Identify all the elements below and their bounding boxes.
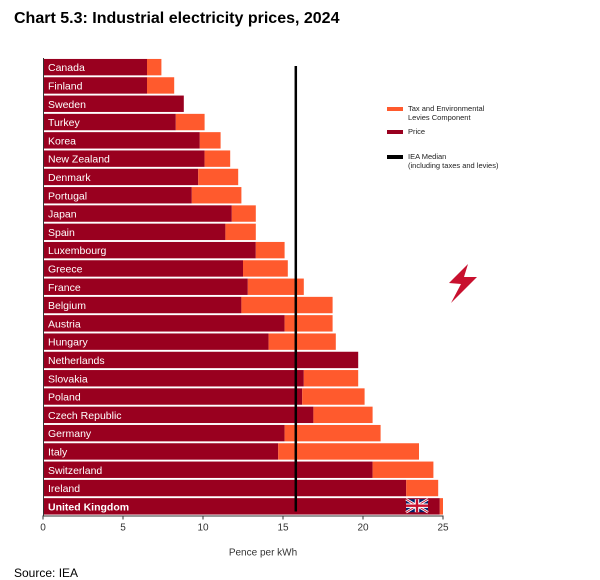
bar-tax-france [247,278,304,295]
uk-flag-icon [405,498,429,514]
category-label: Japan [48,209,77,221]
bar-tax-austria [284,315,333,332]
bar-price-ireland [43,479,407,497]
bar-tax-canada [147,58,162,76]
chart-title: Chart 5.3: Industrial electricity prices… [14,10,340,27]
bar-tax-czech-republic [313,406,373,424]
category-label: Austria [48,318,81,330]
bar-tax-finland [147,77,175,94]
bar-price-portugal [43,187,192,204]
x-tick-label: 20 [357,523,369,534]
category-label: Korea [48,135,76,147]
bar-tax-turkey [175,113,205,131]
bar-price-spain [43,223,226,241]
lightning-bolt-icon [449,264,477,303]
x-tick-label: 25 [437,523,449,534]
bar-price-belgium [43,296,242,314]
bar-price-luxembourg [43,241,256,259]
bar-price-netherlands [43,351,359,369]
category-label: Netherlands [48,355,105,367]
bar-tax-ireland [406,479,439,497]
bar-price-italy [43,443,279,460]
category-labels: Canada Finland Sweden Turkey Korea New Zealan… [48,62,129,513]
legend-label-price: Price [408,127,425,136]
category-label: Slovakia [48,373,88,385]
category-label: Portugal [48,190,87,202]
category-label: France [48,282,81,294]
bar-price-finland [43,77,147,94]
x-tick-label: 5 [120,523,126,534]
legend-swatch-median [387,155,403,159]
bar-tax-belgium [241,296,333,314]
x-axis-label: Pence per kWh [229,548,297,559]
bar-price-austria [43,315,285,332]
x-tick-label: 0 [40,523,46,534]
legend-label-tax: Tax and Environmental [408,104,485,113]
bar-tax-greece [243,260,288,277]
bar-price-hungary [43,333,269,350]
category-label: Sweden [48,99,86,111]
x-axis: 0 5 10 15 20 25 Pence per kWh [40,58,449,559]
bar-price-poland [43,388,303,405]
bar-tax-hungary [268,333,336,350]
category-label: Belgium [48,300,86,312]
category-label: Italy [48,446,68,458]
bar-tax-luxembourg [255,241,285,259]
bar-tax-portugal [191,187,242,204]
category-label: Poland [48,392,81,404]
bar-price-united-kingdom [43,498,440,515]
category-label: Ireland [48,483,80,495]
legend-label-tax: Levies Component [408,113,471,122]
x-tick-label: 15 [277,523,289,534]
bar-price-turkey [43,113,176,131]
bar-price-korea [43,132,200,149]
bar-price-switzerland [43,461,373,478]
bar-tax-germany [284,424,381,442]
category-label: Czech Republic [48,410,122,422]
bar-price-slovakia [43,370,304,387]
bar-tax-poland [302,388,365,405]
bar-tax-japan [231,205,256,222]
chart: Canada Finland Sweden Turkey Korea New Zealan… [40,58,499,559]
bar-price-canada [43,58,147,76]
legend-swatch-price [387,130,403,134]
bar-tax-spain [225,223,256,241]
bar-tax-united-kingdom [439,498,443,515]
bar-price-greece [43,260,243,277]
bar-price-germany [43,424,285,442]
category-label: Canada [48,62,85,74]
category-label: Greece [48,263,83,275]
bar-tax-slovakia [303,370,359,387]
bar-price-france [43,278,248,295]
category-label: United Kingdom [48,501,129,513]
bar-price-japan [43,205,232,222]
category-label: Turkey [48,117,80,129]
bars-layer [43,58,443,515]
category-label: Germany [48,428,92,440]
legend-label-median: IEA Median [408,152,446,161]
category-label: Hungary [48,337,88,349]
category-label: Spain [48,227,75,239]
bar-tax-italy [278,443,419,460]
bar-tax-new-zealand [204,150,231,167]
category-label: Switzerland [48,465,102,477]
legend-swatch-tax [387,107,403,111]
bar-price-denmark [43,168,199,186]
flag-cross-red [406,504,428,507]
category-label: Finland [48,80,83,92]
source-note: Source: IEA [14,566,79,580]
bar-tax-korea [199,132,221,149]
legend-label-median: (including taxes and levies) [408,161,499,170]
x-tick-label: 10 [197,523,209,534]
decorations [405,264,477,514]
bar-tax-denmark [198,168,239,186]
category-label: Luxembourg [48,245,107,257]
bar-price-sweden [43,95,184,112]
bar-price-new-zealand [43,150,205,167]
category-label: Denmark [48,172,91,184]
bar-price-czech-republic [43,406,314,424]
bar-tax-switzerland [372,461,434,478]
category-label: New Zealand [48,154,110,166]
